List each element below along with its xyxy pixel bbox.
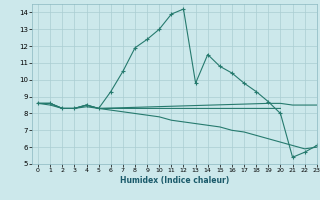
X-axis label: Humidex (Indice chaleur): Humidex (Indice chaleur) [120,176,229,185]
